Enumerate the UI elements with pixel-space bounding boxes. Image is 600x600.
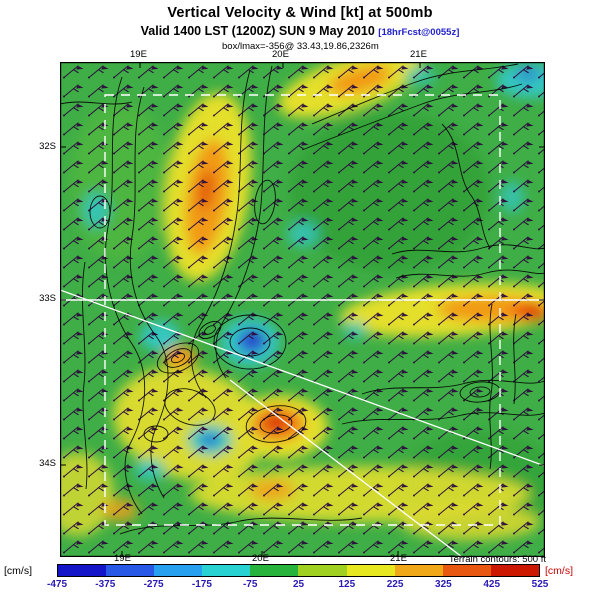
lat-label-32s: 32S xyxy=(39,141,56,152)
cross-section-line-2 xyxy=(229,379,462,556)
colorbar-tick-label: -275 xyxy=(143,579,164,590)
colorbar-tick-label: 25 xyxy=(292,579,305,590)
lon-label-top-21e: 21E xyxy=(410,49,427,60)
colorbar-segment xyxy=(202,565,251,576)
colorbar-segment xyxy=(394,565,443,576)
wind-barb-layer xyxy=(61,63,544,556)
domain-and-graticule-lines xyxy=(61,94,544,556)
colorbar xyxy=(57,564,540,577)
terrain-contours-note: Terrain contours: 500 ft xyxy=(448,554,546,565)
page-title: Vertical Velocity & Wind [kt] at 500mb xyxy=(167,5,433,21)
forecast-tag: [18hrFcst@0055z] xyxy=(378,27,460,38)
model-domain-box xyxy=(104,94,501,526)
colorbar-segment xyxy=(154,565,203,576)
colorbar-segment xyxy=(298,565,347,576)
lon-label-bottom-20e: 20E xyxy=(252,553,269,564)
colorbar-segment xyxy=(106,565,155,576)
colorbar-segment xyxy=(490,565,539,576)
colorbar-tick-label: -375 xyxy=(95,579,116,590)
map-border xyxy=(60,62,545,557)
colorbar-tick-label: -75 xyxy=(242,579,258,590)
colorbar-tick-row: -475 -375 -275 -175 -75 25 125 225 325 425 525 xyxy=(0,579,600,593)
colorbar-tick-label: -175 xyxy=(191,579,212,590)
colorbar-tick-label: 125 xyxy=(338,579,356,590)
lat-label-34s: 34S xyxy=(39,458,56,469)
colorbar-unit-left: [cm/s] xyxy=(4,565,32,577)
terrain-contours xyxy=(61,63,544,535)
lat-label-33s: 33S xyxy=(39,293,56,304)
valid-time-text: Valid 1400 LST (1200Z) SUN 9 May 2010 xyxy=(140,24,375,38)
cross-section-line-1 xyxy=(61,289,544,467)
colorbar-tick-label: 525 xyxy=(531,579,549,590)
colorbar-unit-right: [cm/s] xyxy=(545,565,573,577)
colorbar-tick-label: 425 xyxy=(483,579,501,590)
colorbar-segment xyxy=(442,565,491,576)
map-layers xyxy=(61,63,544,556)
colorbar-tick-label: 325 xyxy=(435,579,452,590)
colorbar-tick-label: 225 xyxy=(386,579,404,590)
valid-time-line: Valid 1400 LST (1200Z) SUN 9 May 2010 [1… xyxy=(0,24,600,38)
lon-label-top-19e: 19E xyxy=(130,49,147,60)
colorbar-segment xyxy=(58,565,107,576)
lon-label-bottom-19e: 19E xyxy=(114,553,131,564)
colorbar-segment xyxy=(250,565,299,576)
lon-label-bottom-21e: 21E xyxy=(390,553,407,564)
colorbar-tick-label: -475 xyxy=(46,579,68,590)
max-annotation: box/lmax=-356@ 33.43,19.86,2326m xyxy=(222,41,379,52)
lon-label-top-20e: 20E xyxy=(272,49,289,60)
map-panel xyxy=(60,62,545,557)
weather-map-svg xyxy=(60,62,545,557)
colorbar-segment xyxy=(346,565,395,576)
